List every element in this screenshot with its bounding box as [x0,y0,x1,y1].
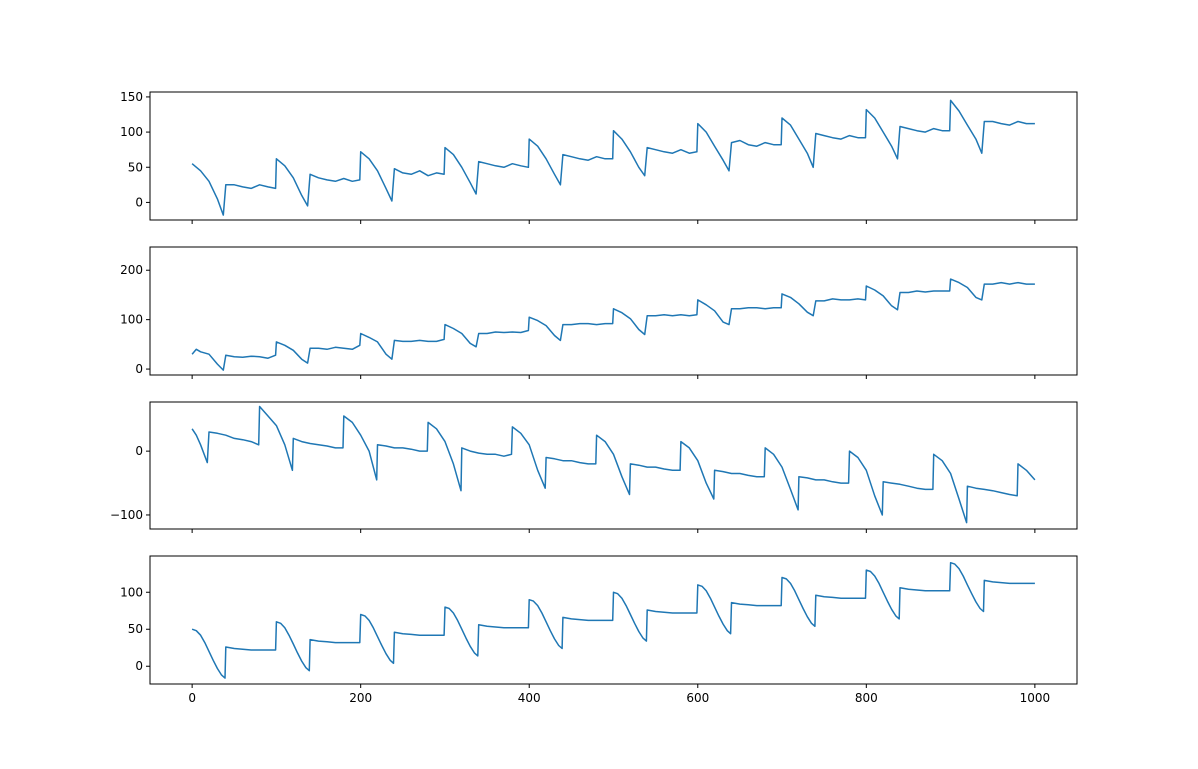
y-tick-label: 0 [135,444,143,458]
y-tick-label: 50 [128,160,143,174]
subplot-3: −100 0 [110,401,1078,533]
axes-frame [149,401,1078,530]
data-line [191,278,1035,371]
subplot-1: 0 50 100 150 [120,90,1078,224]
axes-frame [149,91,1078,221]
axes-frame [149,246,1078,376]
axes-frame [149,555,1078,685]
data-line [191,561,1035,679]
x-tick-label: 800 [855,691,878,705]
data-line [191,405,1036,524]
y-tick-label: 0 [135,195,143,209]
x-tick-label: 0 [188,691,196,705]
y-tick-label: 0 [135,362,143,376]
x-tick-label: 400 [518,691,541,705]
x-tick-label: 200 [349,691,372,705]
y-tick-label: 0 [135,659,143,673]
y-tick-label: 100 [120,313,143,327]
y-tick-label: 200 [120,263,143,277]
x-tick-label: 600 [686,691,709,705]
y-tick-label: 150 [120,90,143,104]
data-line [191,99,1035,216]
y-tick-label: 50 [128,622,143,636]
y-tick-label: −100 [110,508,143,522]
subplot-2: 0 100 200 [120,246,1078,379]
y-tick-label: 100 [120,585,143,599]
y-tick-label: 100 [120,125,143,139]
x-tick-label: 1000 [1020,691,1051,705]
